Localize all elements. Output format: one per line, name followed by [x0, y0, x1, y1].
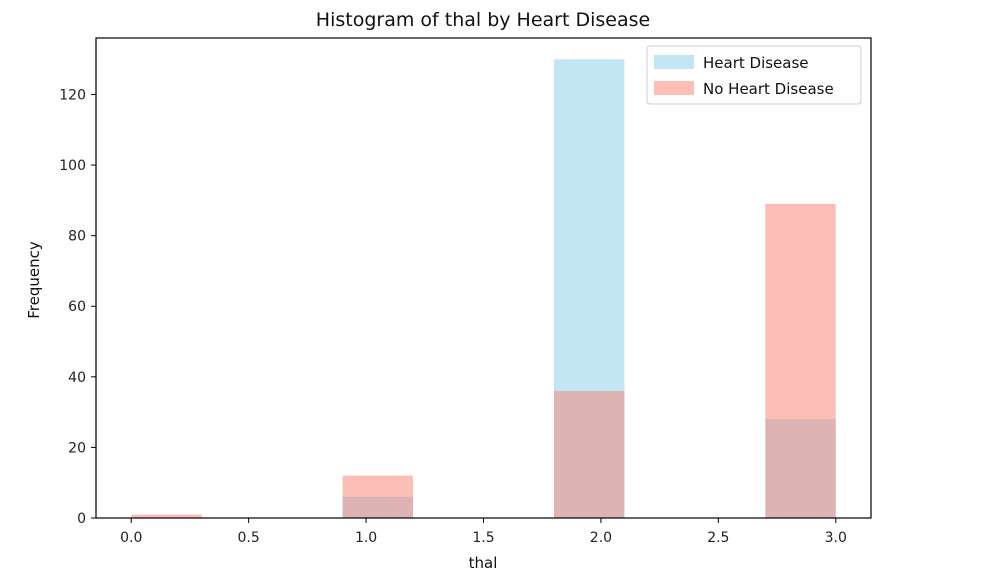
legend-label-no-heart-disease: No Heart Disease	[703, 80, 834, 98]
chart-title: Histogram of thal by Heart Disease	[316, 9, 650, 31]
x-tick-label: 0.0	[120, 530, 142, 546]
x-tick-label: 3.0	[825, 530, 847, 546]
legend-swatch-heart-disease	[654, 55, 694, 69]
legend-label-heart-disease: Heart Disease	[703, 54, 809, 72]
bar-no-heart-disease-2	[553, 390, 625, 518]
y-axis-label: Frequency	[25, 241, 43, 319]
y-tick-label: 40	[68, 370, 86, 386]
y-tick-label: 60	[68, 299, 86, 315]
bar-no-heart-disease-3	[765, 203, 836, 518]
y-tick-label: 80	[68, 229, 86, 245]
legend-box	[646, 45, 862, 105]
y-axis-ticks: 0 20 40 60 80 100 120	[59, 87, 96, 527]
y-tick-label: 100	[59, 158, 86, 174]
x-tick-label: 2.0	[590, 530, 612, 546]
y-tick-label: 0	[77, 511, 86, 527]
bar-no-heart-disease-0	[131, 514, 202, 518]
bar-no-heart-disease-1	[342, 475, 414, 518]
y-tick-label: 20	[68, 440, 86, 456]
x-tick-label: 1.5	[472, 530, 494, 546]
legend: Heart Disease No Heart Disease	[646, 45, 862, 105]
x-axis-label: thal	[469, 554, 498, 572]
x-tick-label: 1.0	[355, 530, 377, 546]
bars-group	[131, 59, 836, 519]
y-tick-label: 120	[59, 87, 86, 103]
x-tick-label: 2.5	[707, 530, 729, 546]
legend-swatch-no-heart-disease	[654, 81, 694, 95]
x-axis-ticks: 0.0 0.5 1.0 1.5 2.0 2.5 3.0	[120, 518, 847, 546]
x-tick-label: 0.5	[238, 530, 260, 546]
